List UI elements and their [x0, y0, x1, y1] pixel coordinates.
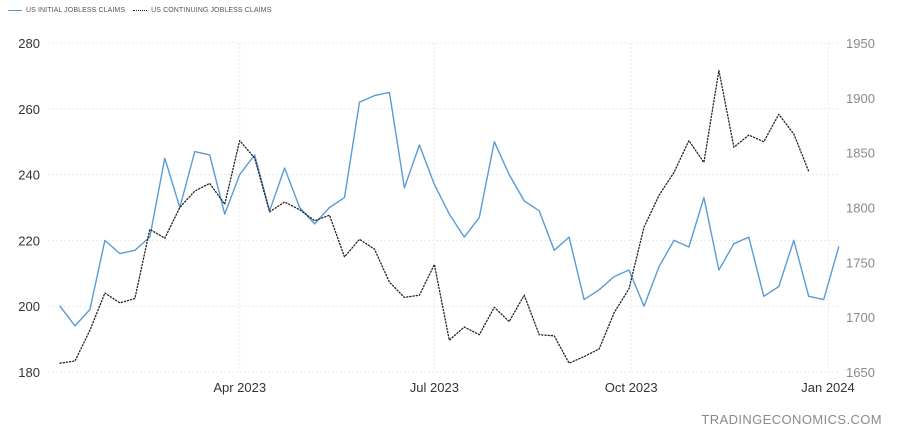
legend-swatch-solid — [8, 10, 22, 11]
y-right-tick-label: 1900 — [846, 91, 875, 106]
series-line-continuing-claims[interactable] — [59, 69, 810, 364]
legend-label-initial-claims: US INITIAL JOBLESS CLAIMS — [26, 7, 126, 14]
y-left-tick-label: 280 — [18, 36, 40, 51]
axis-layer: 180 200 220 240 260 280 1650 1700 1750 1800 1850 19… — [18, 36, 875, 395]
series-line-initial-claims[interactable] — [59, 91, 840, 327]
y-left-tick-label: 220 — [18, 233, 40, 248]
x-tick-label: Oct 2023 — [605, 380, 658, 395]
y-right-tick-label: 1650 — [846, 365, 875, 380]
x-tick-label: Apr 2023 — [213, 380, 266, 395]
watermark-text: TRADINGECONOMICS.COM — [701, 412, 882, 427]
y-left-tick-label: 260 — [18, 102, 40, 117]
x-tick-label: Jul 2023 — [410, 380, 459, 395]
y-left-tick-label: 180 — [18, 365, 40, 380]
legend-label-continuing-claims: US CONTINUING JOBLESS CLAIMS — [151, 7, 272, 14]
y-left-tick-label: 200 — [18, 299, 40, 314]
legend-swatch-dotted — [133, 10, 148, 11]
chart-legend: US INITIAL JOBLESS CLAIMS US CONTINUING … — [8, 7, 279, 14]
legend-item-continuing-claims[interactable]: US CONTINUING JOBLESS CLAIMS — [133, 7, 271, 14]
series-layer — [59, 69, 840, 364]
y-right-tick-label: 1950 — [846, 36, 875, 51]
x-tick-label: Jan 2024 — [801, 380, 855, 395]
y-right-tick-label: 1850 — [846, 146, 875, 161]
y-right-tick-label: 1700 — [846, 310, 875, 325]
y-right-tick-label: 1800 — [846, 201, 875, 216]
legend-item-initial-claims[interactable]: US INITIAL JOBLESS CLAIMS — [8, 7, 125, 14]
y-right-tick-label: 1750 — [846, 255, 875, 270]
grid-layer — [48, 42, 838, 373]
y-left-tick-label: 240 — [18, 168, 40, 183]
